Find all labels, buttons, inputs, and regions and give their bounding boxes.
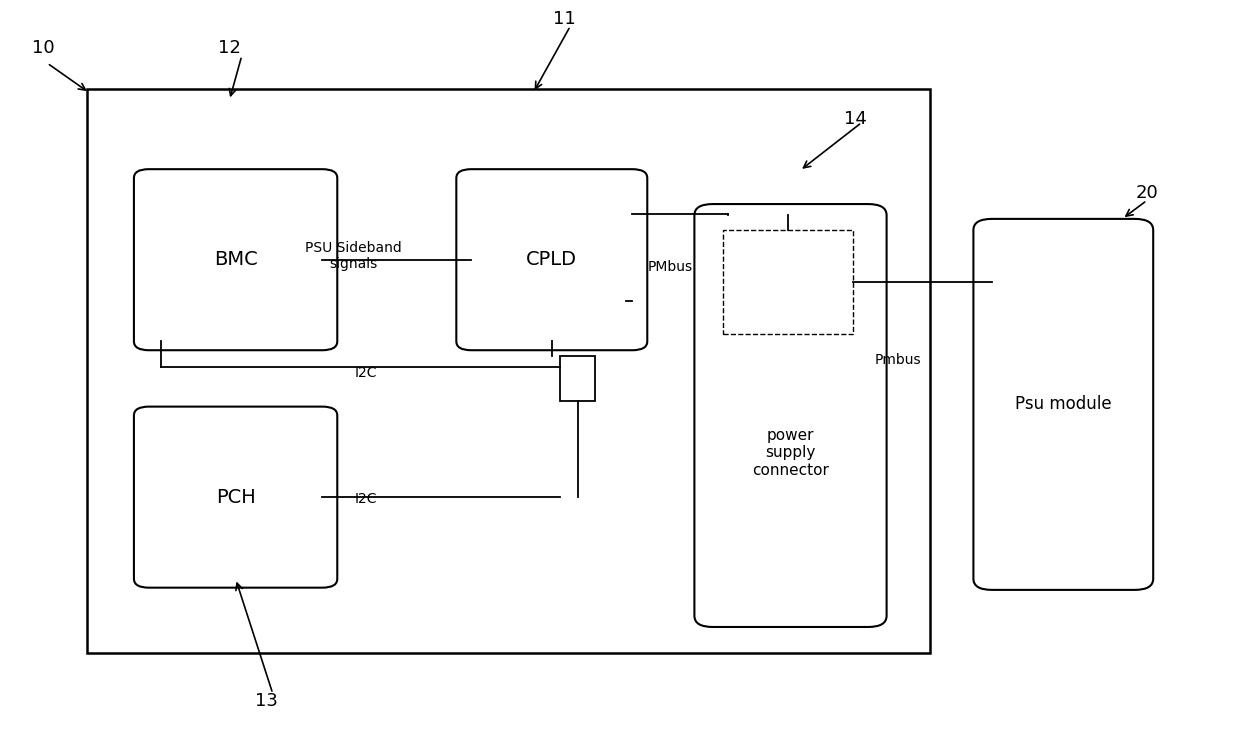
Text: Pmbus: Pmbus — [874, 353, 921, 367]
Text: PCH: PCH — [216, 487, 255, 507]
FancyBboxPatch shape — [973, 219, 1153, 590]
Bar — [87, 89, 930, 653]
FancyBboxPatch shape — [456, 169, 647, 350]
Text: BMC: BMC — [213, 250, 258, 269]
Text: Psu module: Psu module — [1016, 395, 1111, 413]
Text: CPLD: CPLD — [526, 250, 578, 269]
Text: PMbus: PMbus — [647, 260, 692, 274]
FancyBboxPatch shape — [134, 407, 337, 588]
Bar — [723, 230, 853, 334]
Text: power
supply
connector: power supply connector — [753, 427, 828, 478]
Text: 12: 12 — [218, 39, 241, 57]
FancyBboxPatch shape — [694, 204, 887, 627]
Text: 13: 13 — [255, 692, 278, 710]
Text: I2C: I2C — [355, 492, 377, 506]
Text: I2C: I2C — [355, 366, 377, 380]
Text: 10: 10 — [32, 39, 55, 57]
Text: 11: 11 — [553, 10, 575, 27]
Bar — [560, 356, 595, 401]
Text: 14: 14 — [844, 110, 867, 128]
Text: PSU Sideband
signals: PSU Sideband signals — [305, 241, 402, 271]
Text: 20: 20 — [1136, 184, 1158, 202]
FancyBboxPatch shape — [134, 169, 337, 350]
